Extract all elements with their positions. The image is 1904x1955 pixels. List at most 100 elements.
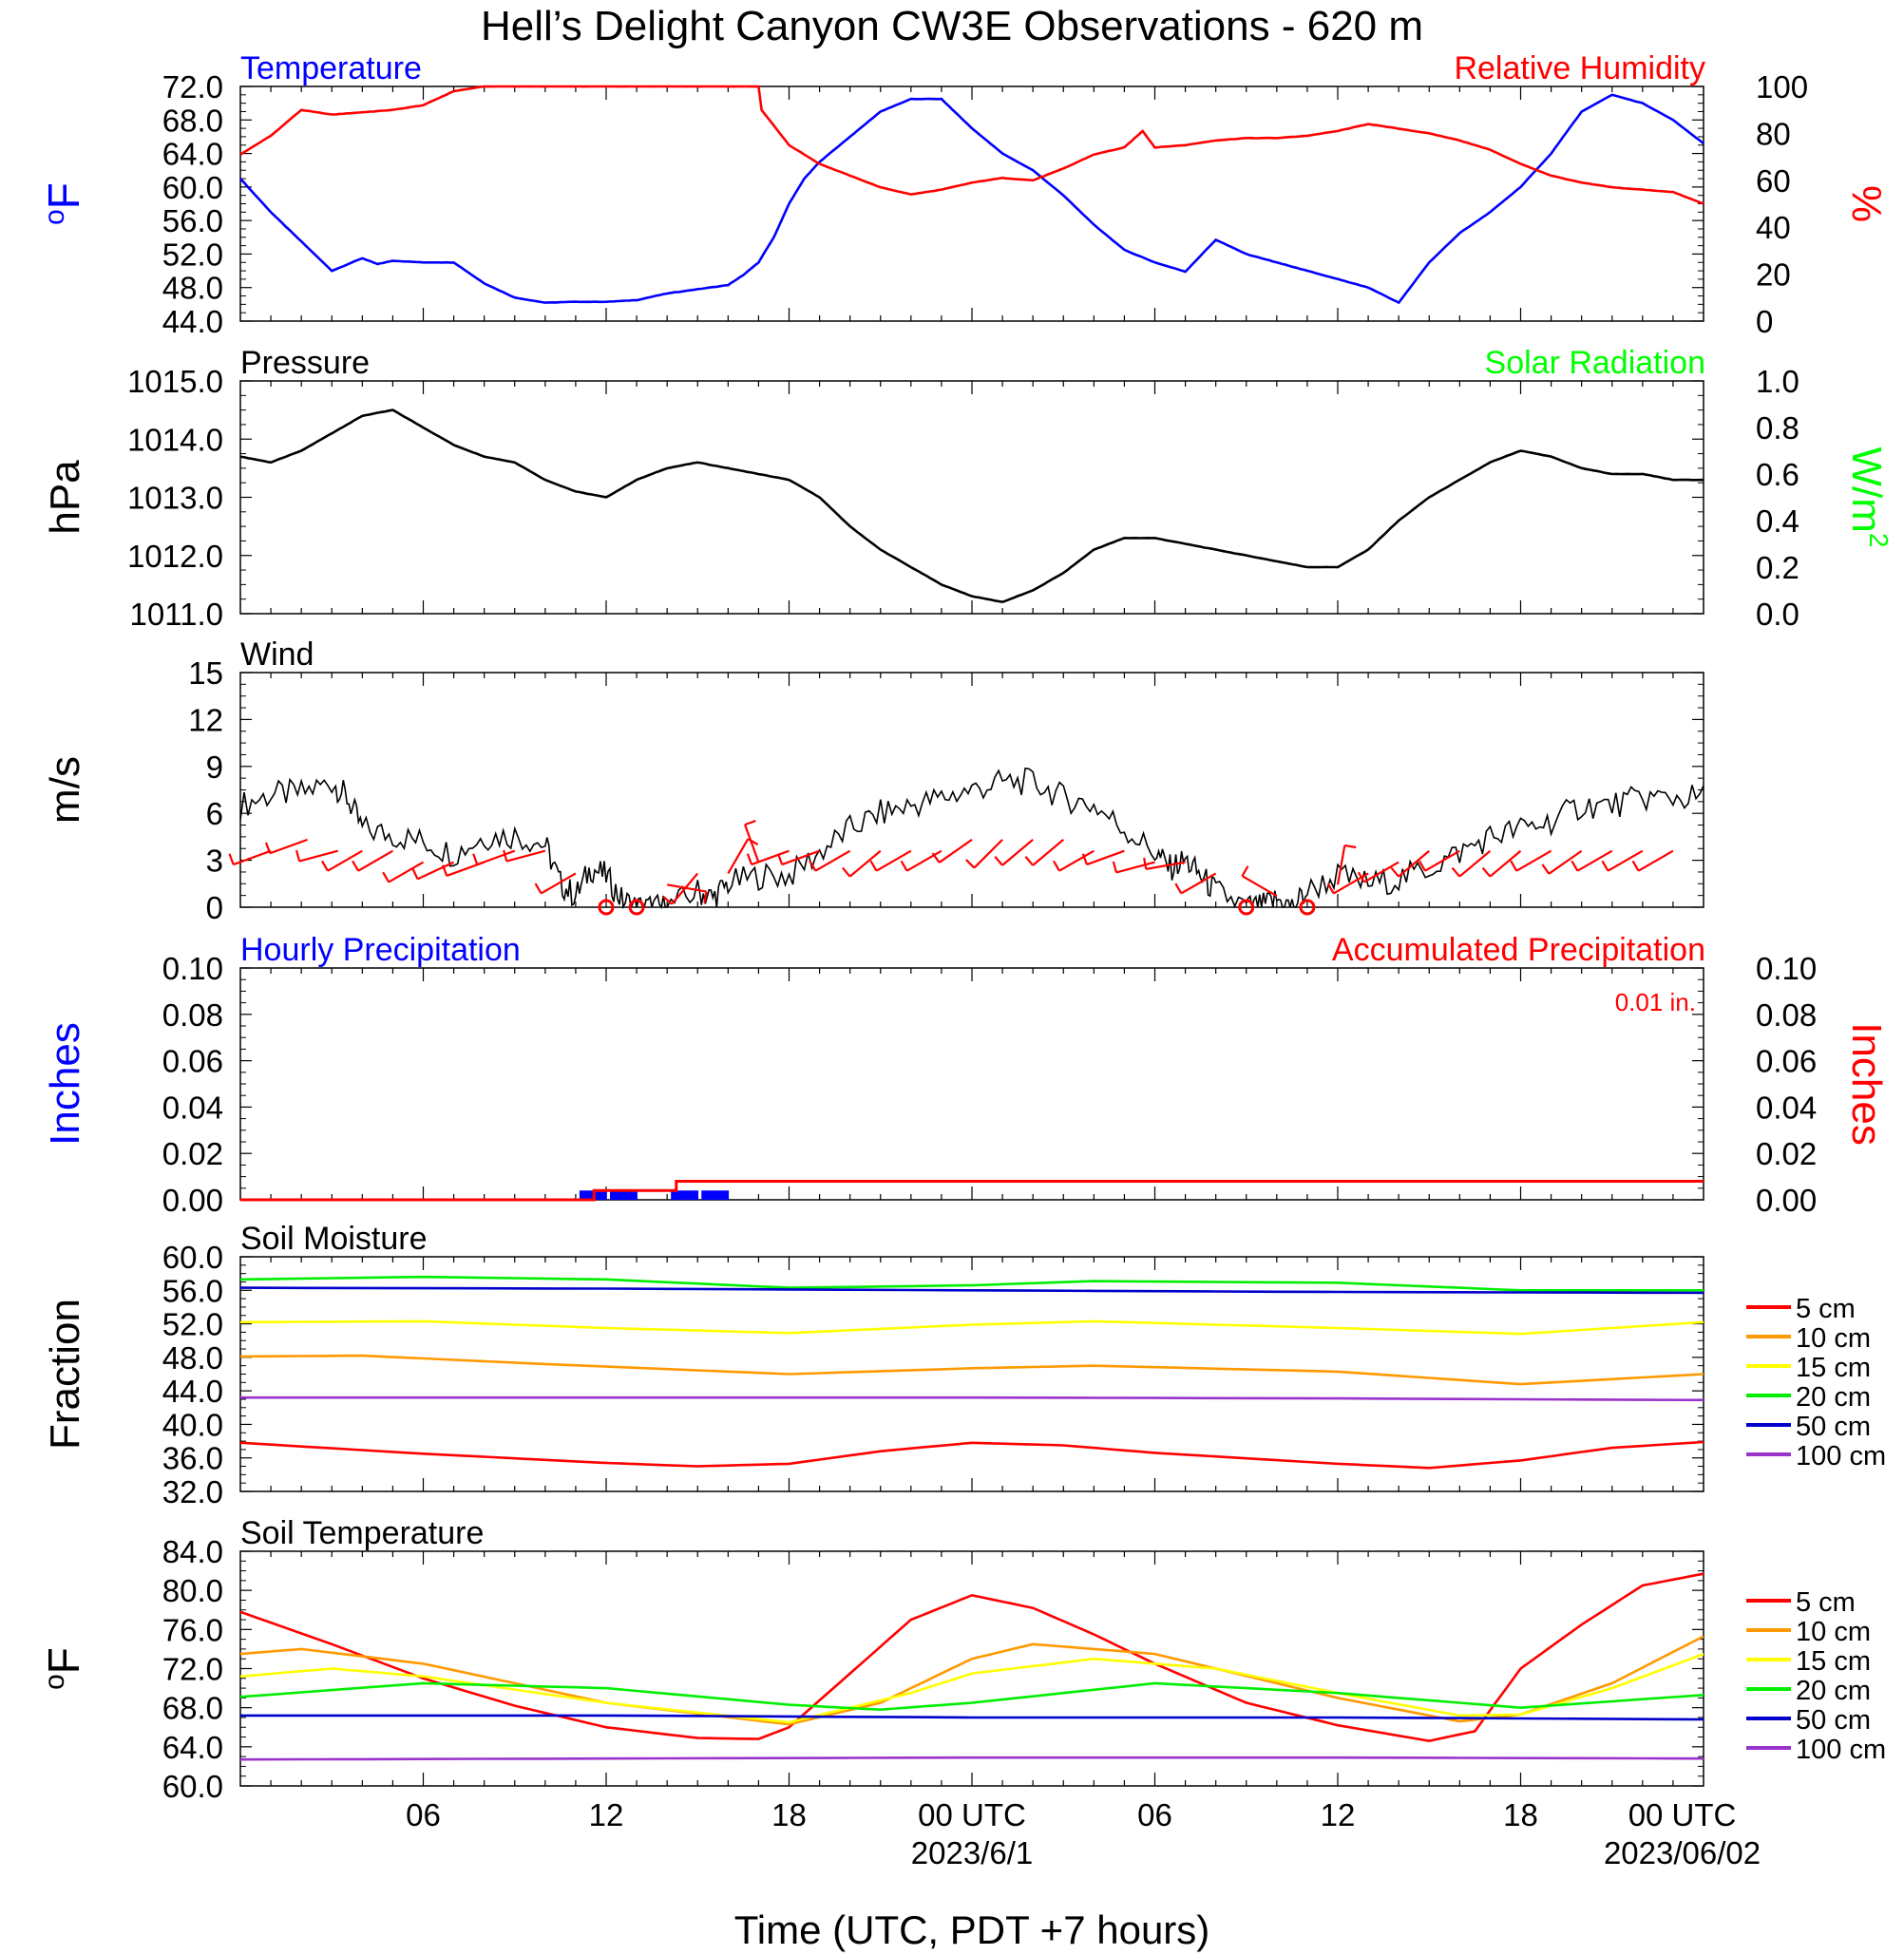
wind-barb	[1398, 849, 1430, 878]
wind-barb	[505, 849, 546, 863]
wind-barb-flag	[382, 871, 390, 883]
pressure-pressure-line	[239, 408, 1704, 604]
wind-panel: 15 12 9 6 3 0 Wind m/s	[42, 636, 1704, 925]
wind-barb	[298, 849, 338, 863]
wind-barb-flag	[264, 842, 272, 854]
wind-barb-flag	[1390, 866, 1399, 878]
temp_rh-left-unit: oF	[39, 182, 88, 225]
soil_moisture-100-cm-line	[240, 1395, 1704, 1402]
wind-barb	[744, 824, 760, 863]
soil_temperature-y-tick-label: 68.0	[162, 1691, 223, 1726]
precip-left-title: Hourly Precipitation	[240, 932, 521, 968]
soil_temperature-100-cm-line	[239, 1756, 1704, 1761]
x-tick-label: 18	[1503, 1797, 1538, 1832]
wind-barb	[938, 838, 973, 864]
temp_rh-left-title: Temperature	[240, 50, 422, 86]
precip-y-right-tick-label: 0.10	[1756, 951, 1817, 986]
wind-barb	[1489, 849, 1522, 878]
hourly-precip-bar	[671, 1190, 699, 1200]
wind-y-tick-label: 15	[188, 655, 223, 691]
x-axis-label: Time (UTC, PDT +7 hours)	[734, 1908, 1210, 1952]
wind-barb	[848, 849, 882, 878]
pressure-y-tick-label: 1014.0	[127, 422, 223, 457]
wind-barb-flag	[965, 859, 976, 869]
soil_moisture-legend-label: 15 cm	[1796, 1353, 1871, 1383]
soil_temperature-y-tick-label: 80.0	[162, 1573, 223, 1608]
wind-barb-flag	[1326, 883, 1335, 894]
wind-barb	[327, 849, 363, 872]
temp_rh-y-right-tick-label: 80	[1756, 116, 1791, 151]
x-date-label: 2023/6/1	[911, 1835, 1033, 1870]
wind-calm-marker	[1299, 899, 1316, 916]
temp_rh-y-tick-label: 68.0	[162, 103, 223, 138]
wind-barb-flag	[1481, 866, 1492, 878]
precip-y-tick-label: 0.08	[162, 997, 223, 1033]
wind-barb-flag	[1451, 866, 1461, 878]
soil_moisture-y-tick-label: 48.0	[162, 1340, 223, 1376]
wind-barb-flag	[662, 896, 673, 905]
wind-barb-flag	[744, 819, 756, 826]
soil_moisture-legend-label: 5 cm	[1796, 1294, 1856, 1324]
accum-precip-line	[240, 1179, 1704, 1202]
wind-barb-flag	[776, 853, 784, 865]
wind-barb-flag	[1344, 844, 1357, 849]
wind-barb	[1032, 839, 1064, 866]
temp_rh-right-title: Relative Humidity	[1454, 50, 1705, 86]
wind-barb	[1458, 849, 1492, 878]
wind-barb-flag	[1631, 860, 1640, 872]
x-date-label: 2023/06/02	[1604, 1835, 1761, 1870]
precip-y-tick-label: 0.06	[162, 1044, 223, 1079]
soil_temperature-y-tick-label: 60.0	[162, 1769, 223, 1804]
pressure-y-right-tick-label: 0.6	[1756, 457, 1799, 492]
wind-barb	[666, 883, 707, 893]
pressure-y-right-tick-label: 0.2	[1756, 550, 1799, 585]
precip-y-right-tick-label: 0.00	[1756, 1183, 1817, 1218]
pressure-y-right-tick-label: 1.0	[1756, 364, 1799, 399]
x-tick-label: 12	[589, 1797, 624, 1832]
precip-y-tick-label: 0.04	[162, 1090, 223, 1125]
wind-barb-flag	[503, 849, 508, 862]
wind-barb-flag	[1601, 860, 1609, 872]
wind-barb	[1180, 872, 1217, 895]
x-tick-label: 00 UTC	[1628, 1797, 1737, 1832]
wind-y-tick-label: 12	[188, 702, 223, 737]
wind-barb	[388, 861, 425, 883]
wind-barb	[269, 838, 308, 855]
temp_rh-panel: 72.068.064.060.056.052.048.044.0 100 80 60 4…	[39, 50, 1890, 339]
wind-barb	[1241, 875, 1278, 898]
wind-barb-flag	[931, 852, 941, 864]
wind-barb-flag	[1571, 860, 1579, 872]
soil_temperature-left-unit: oF	[39, 1647, 88, 1690]
precip-y-right-tick-label: 0.04	[1756, 1090, 1817, 1125]
wind-barb	[727, 838, 750, 874]
temp_rh-y-tick-label: 44.0	[162, 304, 223, 339]
wind-barb	[973, 839, 1003, 869]
wind-barb	[671, 872, 699, 905]
x-tick-label: 06	[406, 1797, 441, 1832]
soil_temperature-legend-label: 50 cm	[1796, 1705, 1871, 1736]
precip-y-right-tick-label: 0.06	[1756, 1044, 1817, 1079]
temp_rh-y-right-tick-label: 40	[1756, 210, 1791, 245]
wind-y-tick-label: 3	[206, 844, 223, 879]
soil_temperature-legend-label: 5 cm	[1796, 1587, 1856, 1618]
temp_rh-y-tick-label: 56.0	[162, 203, 223, 238]
pressure-y-tick-label: 1013.0	[127, 481, 223, 516]
soil_temperature-50-cm-line	[240, 1714, 1704, 1721]
temp_rh-y-tick-label: 48.0	[162, 271, 223, 306]
wind-barb	[1333, 872, 1369, 895]
wind-barb	[751, 849, 790, 866]
wind-y-tick-label: 6	[206, 796, 223, 831]
soil_moisture-legend-label: 20 cm	[1796, 1382, 1871, 1413]
soil_moisture-y-tick-label: 56.0	[162, 1273, 223, 1308]
soil_moisture-y-tick-label: 40.0	[162, 1407, 223, 1442]
precip-left-unit: Inches	[42, 1022, 88, 1146]
hourly-precip-bar	[610, 1190, 638, 1200]
chart-panels: 72.068.064.060.056.052.048.044.010080604…	[39, 50, 1894, 1870]
soil_moisture-5-cm-line	[239, 1440, 1704, 1470]
chart-title: Hell’s Delight Canyon CW3E Observations …	[481, 3, 1423, 49]
pressure-y-tick-label: 1012.0	[127, 539, 223, 574]
wind-barb	[875, 849, 912, 872]
x-tick-label: 12	[1321, 1797, 1356, 1832]
